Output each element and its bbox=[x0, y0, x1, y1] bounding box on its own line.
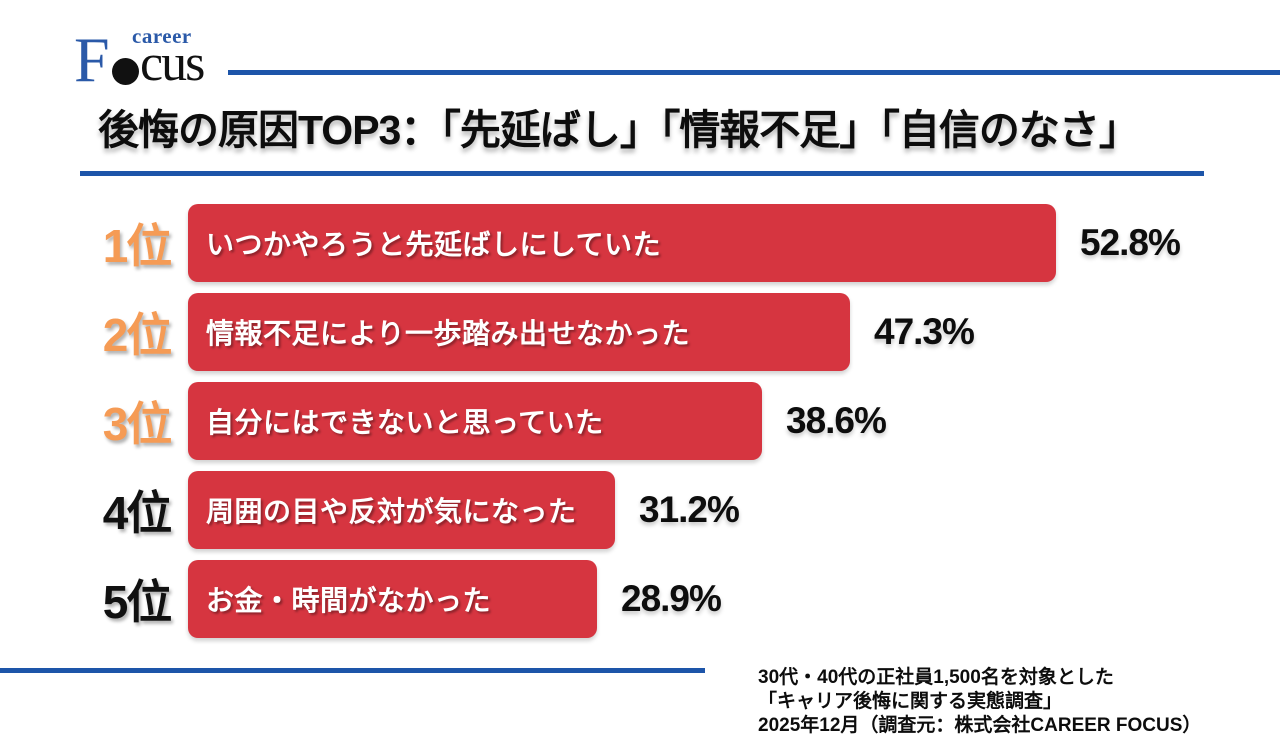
bar: お金・時間がなかった bbox=[188, 560, 597, 638]
chart-row: 5位 お金・時間がなかった 28.9% bbox=[85, 560, 1265, 638]
value-label: 52.8% bbox=[1080, 222, 1181, 263]
bar-label: 自分にはできないと思っていた bbox=[206, 407, 604, 438]
value-label: 31.2% bbox=[639, 489, 740, 530]
career-focus-logo: F cus career bbox=[74, 24, 224, 98]
footer-line: 30代・40代の正社員1,500名を対象とした bbox=[758, 667, 1114, 688]
chart-row: 2位 情報不足により一歩踏み出せなかった 47.3% bbox=[85, 293, 1265, 371]
value-label: 47.3% bbox=[874, 311, 975, 352]
header-rule bbox=[228, 70, 1280, 75]
survey-source-note: 30代・40代の正社員1,500名を対象とした 「キャリア後悔に関する実態調査」… bbox=[758, 666, 1278, 738]
logo-dot-icon bbox=[112, 58, 139, 85]
rank-label: 5位 bbox=[102, 576, 173, 628]
bar-label: お金・時間がなかった bbox=[206, 585, 492, 616]
ranking-bar-chart: 1位 いつかやろうと先延ばしにしていた 52.8% 2位 情報不足により一歩踏み… bbox=[85, 204, 1265, 649]
chart-row: 3位 自分にはできないと思っていた 38.6% bbox=[85, 382, 1265, 460]
rank-label: 4位 bbox=[102, 487, 173, 539]
chart-row: 1位 いつかやろうと先延ばしにしていた 52.8% bbox=[85, 204, 1265, 282]
logo-career-text: career bbox=[132, 24, 192, 48]
rank-label: 2位 bbox=[102, 309, 173, 361]
value-label: 28.9% bbox=[621, 578, 722, 619]
bar: いつかやろうと先延ばしにしていた bbox=[188, 204, 1056, 282]
chart-row: 4位 周囲の目や反対が気になった 31.2% bbox=[85, 471, 1265, 549]
value-label: 38.6% bbox=[786, 400, 887, 441]
bar: 情報不足により一歩踏み出せなかった bbox=[188, 293, 850, 371]
logo-letters-cus: cus bbox=[140, 35, 205, 92]
rank-label: 3位 bbox=[102, 398, 173, 450]
rank-label: 1位 bbox=[102, 220, 173, 272]
bar: 自分にはできないと思っていた bbox=[188, 382, 762, 460]
page-title: 後悔の原因TOP3：「先延ばし」「情報不足」「自信のなさ」 bbox=[98, 107, 1140, 153]
bar: 周囲の目や反対が気になった bbox=[188, 471, 615, 549]
bar-label: 情報不足により一歩踏み出せなかった bbox=[206, 318, 690, 349]
bar-label: 周囲の目や反対が気になった bbox=[206, 496, 577, 527]
footer-line: 「キャリア後悔に関する実態調査」 bbox=[758, 691, 1063, 712]
footer-line: 2025年12月（調査元：株式会社CAREER FOCUS） bbox=[758, 715, 1202, 736]
logo-letter-f: F bbox=[74, 24, 110, 95]
title-underline bbox=[80, 171, 1204, 176]
footer-rule bbox=[0, 668, 705, 673]
bar-label: いつかやろうと先延ばしにしていた bbox=[206, 229, 662, 260]
